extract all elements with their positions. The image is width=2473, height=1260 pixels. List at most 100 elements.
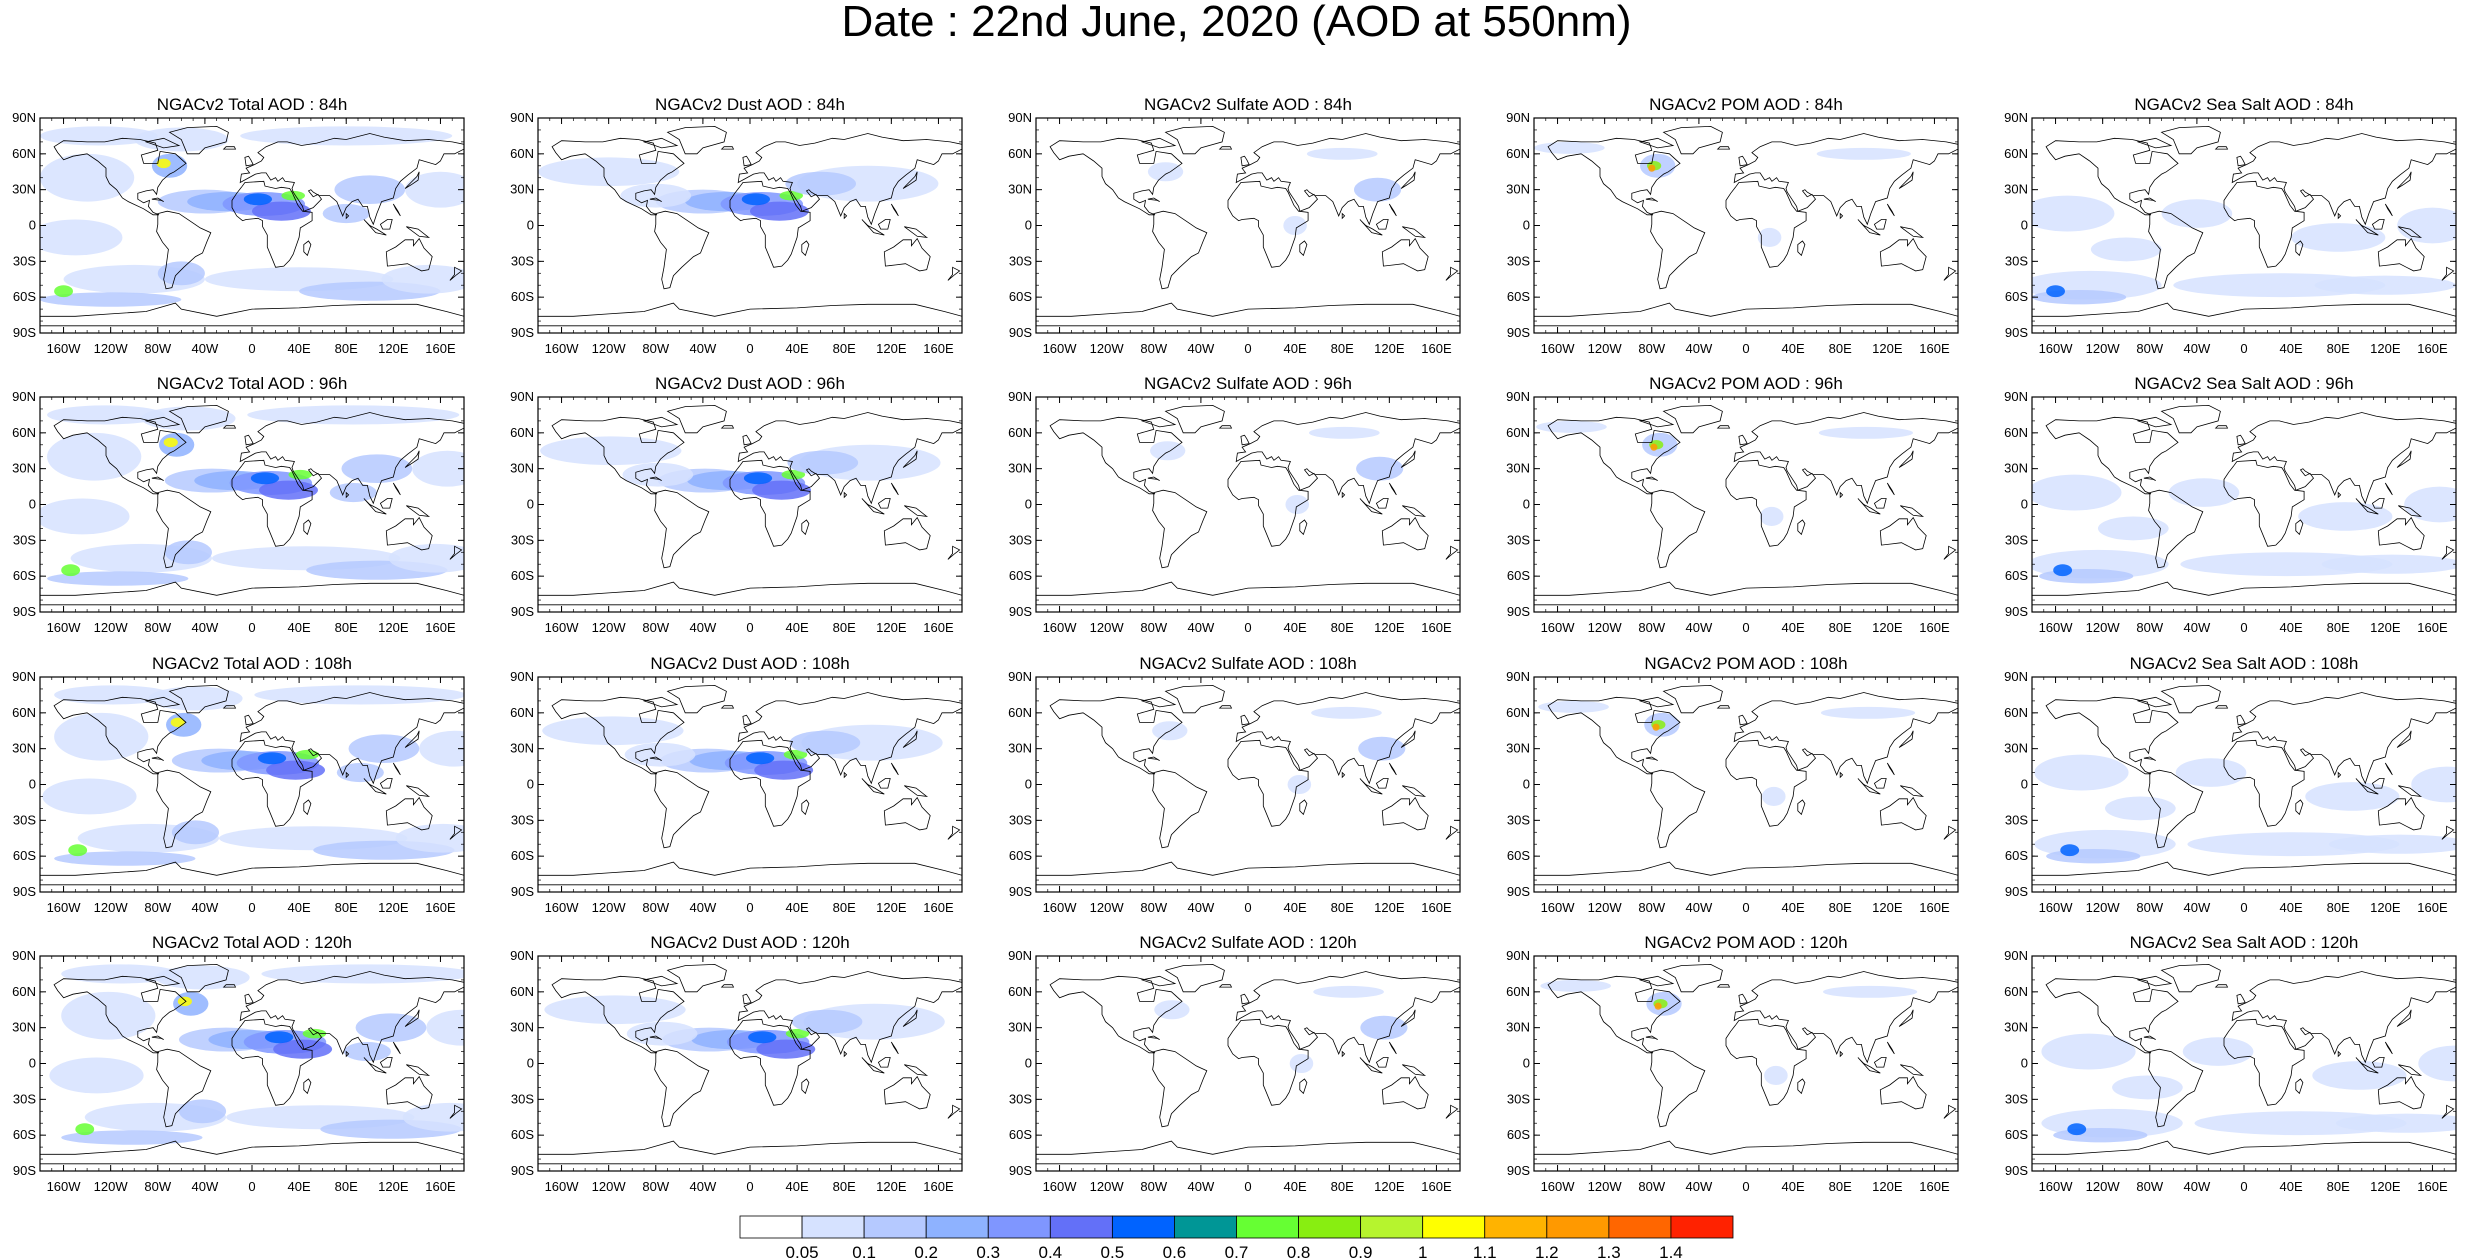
lat-tick-label: 60S: [511, 289, 534, 304]
coastline-newzealand: [449, 266, 463, 281]
coastline-newzealand: [947, 266, 961, 281]
aod-plume: [250, 472, 280, 485]
coastline-borneo: [1375, 778, 1389, 789]
lon-tick-label: 80W: [1140, 900, 1167, 915]
aod-plume: [1762, 786, 1786, 806]
coastline-antarctica: [538, 302, 962, 327]
aod-plume: [1354, 177, 1402, 202]
lon-tick-label: 40E: [1284, 620, 1307, 635]
lat-tick-label: 30N: [510, 741, 534, 756]
lon-tick-label: 40W: [1686, 1179, 1713, 1194]
coastline-sa: [1152, 1048, 1208, 1128]
coastline-japan: [2396, 1009, 2412, 1027]
coastline-borneo: [379, 778, 393, 789]
coastline-indonesia: [861, 219, 885, 236]
lon-tick-label: 0: [248, 1179, 255, 1194]
lat-tick-label: 0: [2021, 497, 2028, 512]
coastline-australia: [883, 516, 931, 551]
coastline-sa: [1152, 210, 1208, 290]
aod-plume: [2411, 766, 2456, 803]
lon-tick-label: 40W: [192, 1179, 219, 1194]
lat-tick-label: 90N: [1008, 389, 1032, 404]
coastline-madagascar: [1299, 519, 1308, 536]
coastline-baffin: [144, 696, 181, 708]
lat-tick-label: 30S: [2005, 812, 2028, 827]
lon-tick-label: 160W: [1043, 900, 1078, 915]
aod-plume: [341, 454, 413, 483]
aod-plume: [247, 405, 460, 425]
coastline-greenland: [666, 963, 727, 993]
lon-tick-label: 80E: [2327, 1179, 2350, 1194]
aod-plume: [259, 480, 318, 500]
coastline-na: [53, 137, 187, 216]
coastline-borneo: [2371, 1057, 2385, 1068]
coastline-japan: [902, 450, 918, 468]
coastline-borneo: [877, 219, 891, 230]
colorbar-label: 0.9: [1349, 1243, 1373, 1260]
coastline-australia: [883, 796, 931, 831]
coastline-newguinea: [1402, 785, 1427, 797]
coastline-na: [1547, 416, 1681, 495]
panel-title: NGACv2 Sulfate AOD : 108h: [1139, 654, 1356, 673]
lat-tick-label: 30N: [510, 182, 534, 197]
coastline-na: [53, 696, 187, 775]
coastline-australia: [1381, 516, 1429, 551]
lat-tick-label: 0: [29, 777, 36, 792]
lon-tick-label: 160W: [2039, 900, 2074, 915]
aod-plume: [343, 1042, 391, 1062]
coastline-africa: [231, 180, 313, 268]
lat-tick-label: 90S: [511, 884, 534, 899]
coastline-srilanka: [2337, 771, 2342, 779]
lon-tick-label: 0: [746, 900, 753, 915]
coastline-greenland: [1164, 963, 1225, 993]
aod-plume: [1356, 456, 1404, 481]
coastline-africa: [729, 459, 811, 547]
aod-plume: [743, 472, 773, 485]
lon-tick-label: 80W: [1638, 900, 1665, 915]
coastline-srilanka: [2337, 212, 2342, 220]
aod-plume: [1818, 426, 1914, 439]
coastline-cuba: [649, 756, 662, 761]
aod-plume: [2314, 275, 2456, 295]
lon-tick-label: 120E: [378, 620, 409, 635]
coastline-cuba: [151, 1035, 164, 1040]
lon-tick-label: 80E: [1829, 341, 1852, 356]
lat-tick-label: 30N: [1506, 461, 1530, 476]
coastline-srilanka: [843, 491, 848, 499]
coastline-japan: [902, 1009, 918, 1027]
lon-tick-label: 160E: [2417, 341, 2448, 356]
lon-tick-label: 160E: [923, 900, 954, 915]
colorbar-label: 0.2: [914, 1243, 938, 1260]
lat-tick-label: 90S: [1009, 325, 1032, 340]
coastline-philippines: [392, 762, 401, 776]
lon-tick-label: 0: [1742, 341, 1749, 356]
coastline-uk: [742, 993, 752, 1005]
coastline-antarctica: [40, 1140, 464, 1165]
coastline-indonesia: [1359, 498, 1383, 515]
coastline-newzealand: [449, 825, 463, 840]
lat-tick-label: 30N: [12, 741, 36, 756]
coastline-iceland: [2214, 984, 2229, 988]
lon-tick-label: 80W: [1638, 620, 1665, 635]
coastline-baffin: [1638, 696, 1675, 708]
coastline-borneo: [2371, 498, 2385, 509]
aod-plume: [402, 1102, 464, 1132]
lat-tick-label: 60S: [1507, 848, 1530, 863]
aod-plume: [1648, 164, 1656, 172]
coastline-indonesia: [2355, 1057, 2379, 1074]
lon-tick-label: 80E: [833, 620, 856, 635]
coastline-baffin: [1140, 416, 1177, 428]
coastline-newzealand: [1445, 545, 1459, 560]
aod-plume: [787, 450, 859, 475]
aod-plume: [544, 995, 686, 1025]
aod-plume: [75, 1123, 95, 1136]
coastline-eurasia: [1733, 133, 1958, 226]
coastline-baffin: [2136, 696, 2173, 708]
lon-tick-label: 160E: [1919, 341, 1950, 356]
coastline-philippines: [890, 762, 899, 776]
lat-tick-label: 30N: [12, 461, 36, 476]
lon-tick-label: 120W: [592, 1179, 627, 1194]
coastline-indonesia: [1857, 498, 1881, 515]
aod-plume: [1285, 494, 1310, 515]
panel-title: NGACv2 POM AOD : 108h: [1644, 654, 1847, 673]
